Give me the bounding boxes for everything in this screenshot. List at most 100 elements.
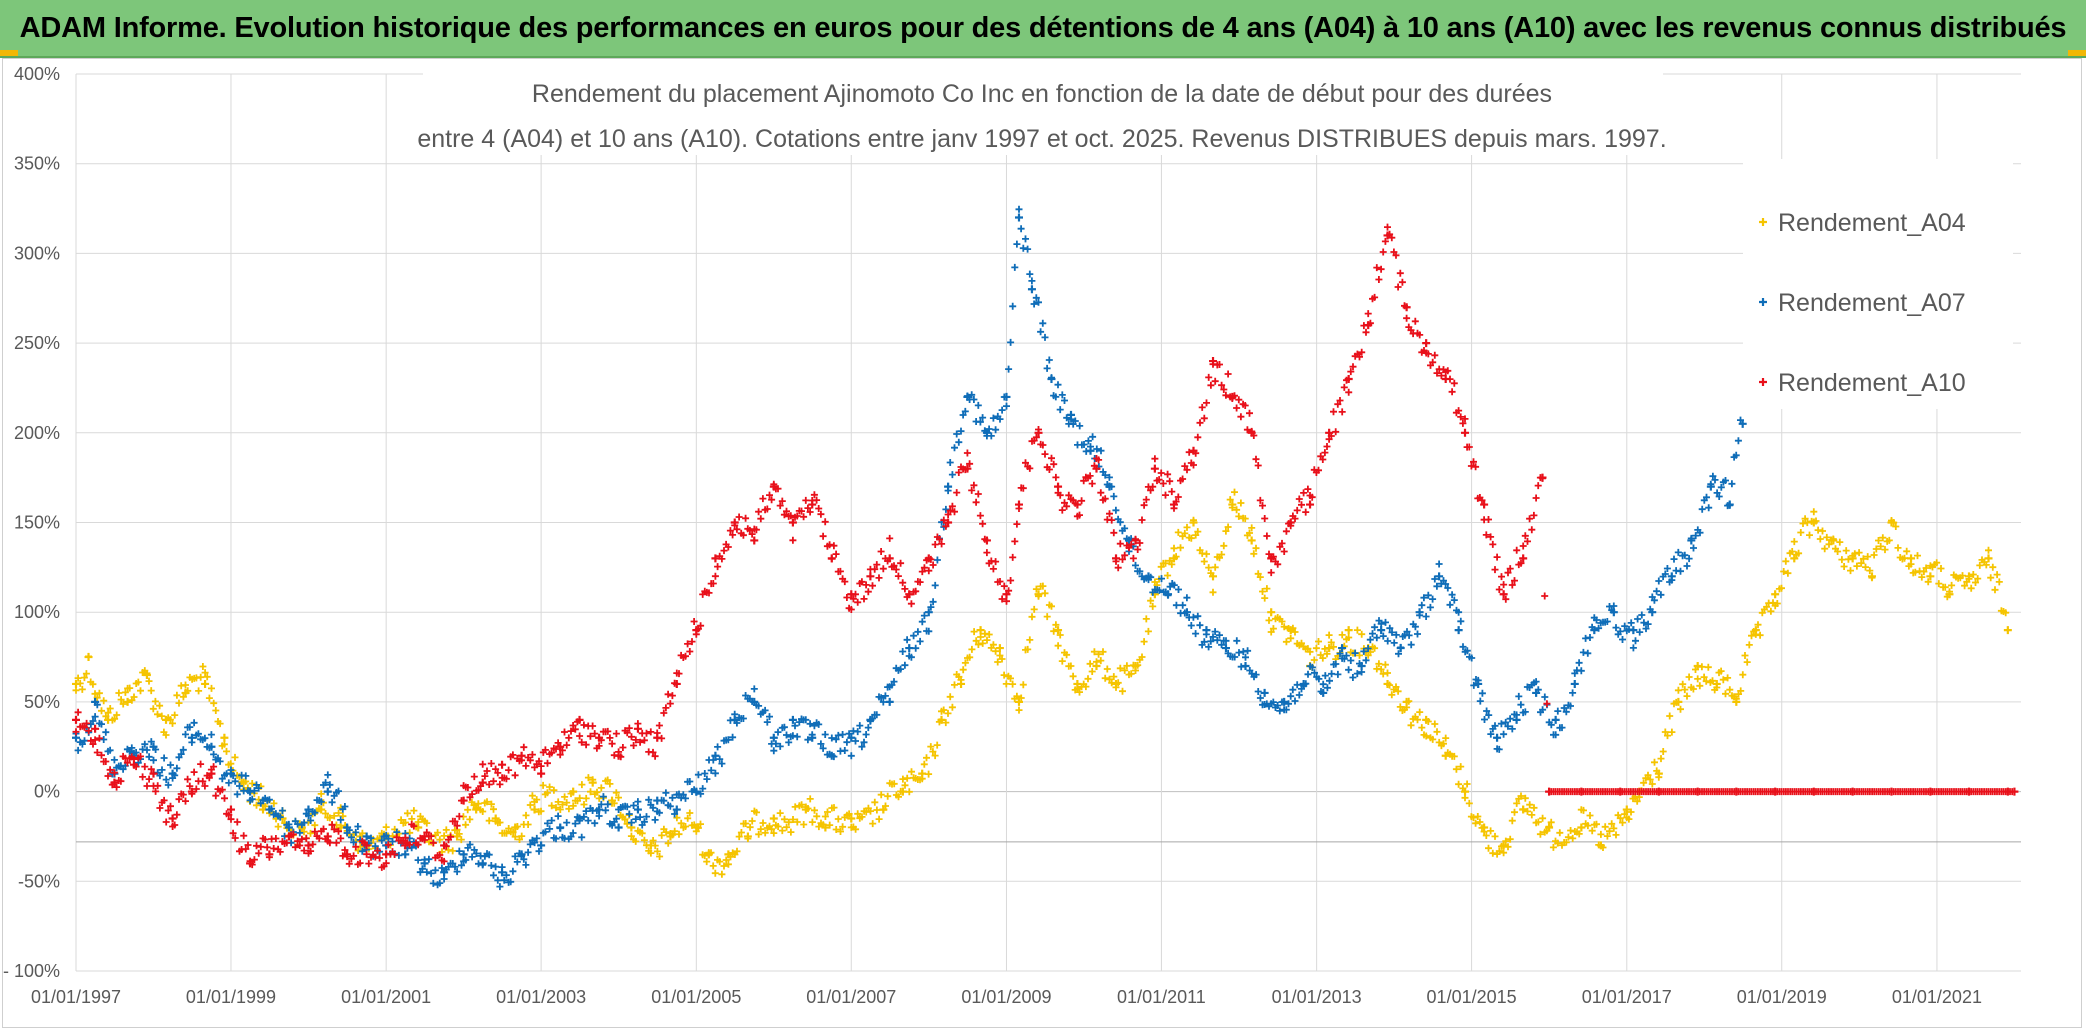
data-point xyxy=(1454,626,1463,635)
data-point xyxy=(1247,536,1256,545)
x-tick-label: 01/01/2017 xyxy=(1582,987,1672,1007)
series-Rendement_A04 xyxy=(72,488,2012,878)
data-point xyxy=(537,769,546,778)
y-tick-label: 400% xyxy=(14,64,60,84)
data-point xyxy=(711,554,720,563)
y-tick-label: 200% xyxy=(14,423,60,443)
y-tick-label: 150% xyxy=(14,513,60,533)
data-point xyxy=(1338,644,1347,653)
data-point xyxy=(1493,733,1502,742)
legend-label: Rendement_A10 xyxy=(1778,369,1966,397)
data-point xyxy=(750,536,759,545)
chart-title-line: Rendement du placement Ajinomoto Co Inc … xyxy=(532,80,1552,108)
data-point xyxy=(459,850,468,859)
data-point xyxy=(304,841,313,850)
data-point xyxy=(1267,608,1276,617)
data-point xyxy=(1499,590,1508,599)
data-point xyxy=(1790,554,1799,563)
y-tick-label: - 100% xyxy=(3,961,60,981)
x-tick-label: 01/01/2007 xyxy=(806,987,896,1007)
data-point xyxy=(885,697,894,706)
data-point xyxy=(1519,554,1528,563)
data-point xyxy=(976,626,985,635)
data-point xyxy=(1926,572,1935,581)
legend-marker xyxy=(1759,378,1767,386)
x-tick-label: 01/01/2005 xyxy=(651,987,741,1007)
data-point xyxy=(1054,626,1063,635)
data-point xyxy=(1422,339,1431,348)
data-point xyxy=(1014,697,1023,706)
x-tick-label: 01/01/2009 xyxy=(961,987,1051,1007)
x-tick-label: 01/01/2011 xyxy=(1117,987,1206,1007)
y-tick-label: 250% xyxy=(14,333,60,353)
data-point xyxy=(149,769,158,778)
chart-legend: Rendement_A04 Rendement_A07 Rendement_A10 xyxy=(1743,159,2013,409)
data-point xyxy=(614,823,623,832)
data-point xyxy=(1461,428,1470,437)
grid-layer xyxy=(75,73,2021,972)
data-point xyxy=(1738,419,1747,428)
data-point xyxy=(1150,464,1159,473)
y-tick-label: 350% xyxy=(14,154,60,174)
data-point xyxy=(769,733,778,742)
data-point xyxy=(1027,285,1036,294)
y-tick-label: 0% xyxy=(34,782,60,802)
data-point xyxy=(1570,679,1579,688)
data-point xyxy=(72,715,80,724)
data-point xyxy=(1377,626,1386,635)
data-point xyxy=(1344,626,1353,635)
x-tick-label: 01/01/2001 xyxy=(341,987,431,1007)
x-tick-label: 01/01/2013 xyxy=(1272,987,1362,1007)
chart-canvas: 400% 350% 300% 250% 200% 150% 100% 50% 0% -50% - 1… xyxy=(3,63,2021,1007)
chart-frame: 400% 350% 300% 250% 200% 150% 100% 50% 0% -50% - 1… xyxy=(2,58,2082,1028)
data-point xyxy=(1551,715,1560,724)
x-tick-label: 01/01/1999 xyxy=(186,987,276,1007)
report-banner: ADAM Informe. Evolution historique des p… xyxy=(0,0,2086,58)
banner-corner-left xyxy=(0,50,18,56)
data-point xyxy=(1221,644,1230,653)
data-point xyxy=(530,805,539,814)
x-tick-label: 01/01/2021 xyxy=(1892,987,1982,1007)
data-point xyxy=(123,697,132,706)
title-backdrop xyxy=(423,63,1663,155)
data-point xyxy=(633,805,642,814)
series-layer xyxy=(72,205,2019,891)
series-markers xyxy=(72,223,2016,871)
x-tick-label: 01/01/1997 xyxy=(31,987,121,1007)
legend-marker xyxy=(1759,298,1767,306)
data-point xyxy=(924,608,933,617)
data-point xyxy=(91,724,100,733)
data-point xyxy=(1984,554,1993,563)
data-point xyxy=(788,518,797,527)
data-point xyxy=(1054,482,1063,491)
chart-title: Rendement du placement Ajinomoto Co Inc … xyxy=(417,63,1667,155)
data-point xyxy=(1260,688,1269,697)
data-point xyxy=(1480,500,1489,509)
banner-corner-right xyxy=(2068,50,2086,56)
legend-label: Rendement_A04 xyxy=(1778,209,1966,237)
x-tick-label: 01/01/2015 xyxy=(1427,987,1517,1007)
legend-label: Rendement_A07 xyxy=(1778,289,1966,317)
data-point xyxy=(498,760,507,769)
series-markers xyxy=(72,205,1744,891)
data-point xyxy=(944,518,953,527)
chart-title-line: entre 4 (A04) et 10 ans (A10). Cotations… xyxy=(417,125,1666,153)
series-Rendement_A10 xyxy=(72,223,2019,871)
y-tick-label: 100% xyxy=(14,602,60,622)
data-point xyxy=(866,572,875,581)
report-banner-title: ADAM Informe. Evolution historique des p… xyxy=(19,11,2067,44)
data-point xyxy=(1577,823,1586,832)
data-point xyxy=(788,715,797,724)
data-point xyxy=(362,832,371,841)
y-axis-ticks: 400% 350% 300% 250% 200% 150% 100% 50% 0% -50% - 1… xyxy=(3,64,60,981)
data-point xyxy=(401,850,410,859)
data-point xyxy=(905,644,914,653)
data-point xyxy=(323,787,332,796)
data-point xyxy=(995,644,1004,653)
data-point xyxy=(226,805,235,814)
y-tick-label: -50% xyxy=(18,871,60,891)
data-point xyxy=(556,742,565,751)
data-point xyxy=(711,751,720,760)
data-point xyxy=(1771,590,1780,599)
legend-marker xyxy=(1759,218,1767,226)
